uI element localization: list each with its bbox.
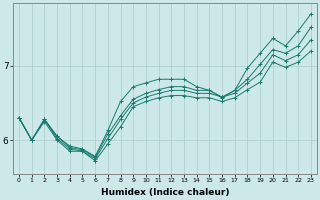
X-axis label: Humidex (Indice chaleur): Humidex (Indice chaleur) <box>101 188 229 197</box>
